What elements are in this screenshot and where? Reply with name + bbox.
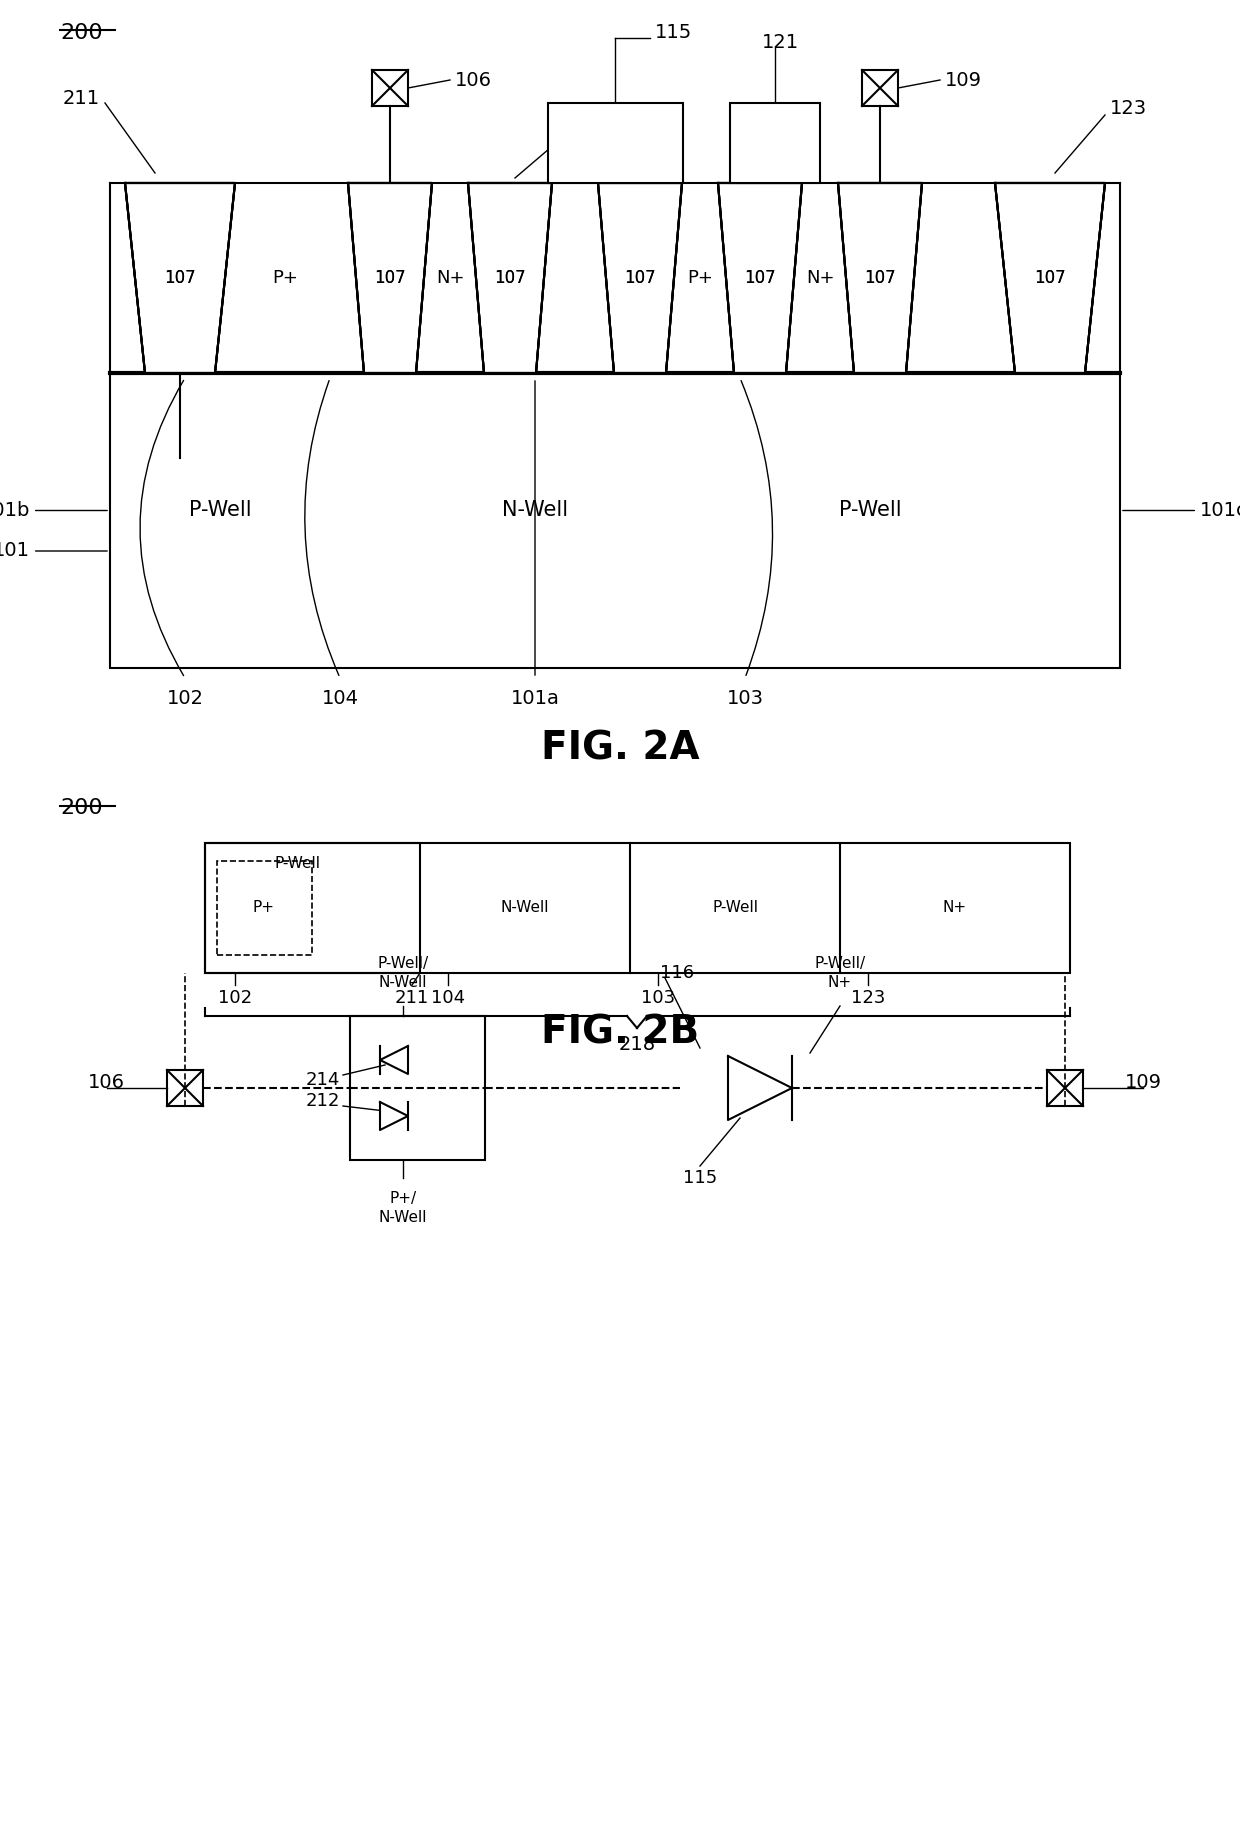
Text: 104: 104 [321, 689, 358, 708]
Bar [167, 1071, 203, 1106]
Text: 107: 107 [164, 269, 196, 288]
Polygon shape [598, 182, 682, 372]
Text: 121: 121 [761, 33, 799, 52]
Text: 102: 102 [218, 990, 252, 1006]
Bar [110, 182, 1120, 372]
Text: P+: P+ [272, 269, 298, 288]
Text: 107: 107 [1034, 269, 1066, 288]
Text: P-Well: P-Well [838, 501, 901, 520]
Polygon shape [994, 182, 1105, 372]
Bar [110, 372, 1120, 667]
Text: 107: 107 [624, 269, 656, 288]
Bar [205, 842, 420, 973]
Polygon shape [379, 1047, 408, 1074]
Bar [217, 861, 312, 955]
Text: N+: N+ [806, 269, 835, 288]
Text: 102: 102 [166, 689, 203, 708]
Text: 104: 104 [432, 990, 465, 1006]
Text: FIG. 2A: FIG. 2A [541, 730, 699, 767]
Bar [1047, 1071, 1083, 1106]
Text: P-Well: P-Well [188, 501, 252, 520]
Text: 214: 214 [305, 1071, 340, 1089]
Polygon shape [838, 182, 923, 372]
Text: 101c: 101c [1122, 501, 1240, 520]
Polygon shape [728, 1056, 792, 1121]
Bar [548, 103, 683, 182]
Text: 107: 107 [374, 269, 405, 288]
Polygon shape [838, 182, 923, 372]
Text: P-Well/
N-Well: P-Well/ N-Well [377, 957, 429, 990]
Text: N+: N+ [435, 269, 464, 288]
Text: 107: 107 [744, 269, 776, 288]
Text: 107: 107 [374, 269, 405, 288]
Text: 115: 115 [655, 24, 692, 42]
Text: FIG. 2B: FIG. 2B [541, 1014, 699, 1052]
Text: P-Well: P-Well [712, 901, 758, 916]
Text: 106: 106 [88, 1073, 125, 1093]
Bar [350, 1015, 485, 1159]
Text: P+: P+ [687, 269, 713, 288]
Text: 200: 200 [60, 22, 103, 42]
Text: P+/
N-Well: P+/ N-Well [378, 1191, 428, 1226]
Text: 211: 211 [394, 990, 429, 1006]
Text: 123: 123 [851, 990, 885, 1006]
Polygon shape [467, 182, 552, 372]
Bar [110, 182, 1120, 667]
Text: 107: 107 [744, 269, 776, 288]
Text: 107: 107 [495, 269, 526, 288]
Text: N-Well: N-Well [501, 901, 549, 916]
Text: 115: 115 [683, 1168, 717, 1187]
Text: 101b: 101b [0, 501, 107, 520]
Text: P-Well: P-Well [274, 855, 320, 870]
Text: 107: 107 [624, 269, 656, 288]
Text: 107: 107 [164, 269, 196, 288]
Text: 103: 103 [641, 990, 675, 1006]
Text: 109: 109 [945, 70, 982, 90]
Text: 109: 109 [1125, 1073, 1162, 1093]
Text: 107: 107 [864, 269, 895, 288]
Text: P+: P+ [253, 901, 275, 916]
Polygon shape [718, 182, 802, 372]
Text: 211: 211 [63, 88, 100, 107]
Bar [862, 70, 898, 107]
Text: 123: 123 [1110, 98, 1147, 118]
Polygon shape [125, 182, 236, 372]
Text: 101: 101 [0, 542, 107, 560]
Text: 101a: 101a [511, 689, 559, 708]
Text: 212: 212 [305, 1093, 340, 1109]
Text: 218: 218 [619, 1034, 656, 1054]
Polygon shape [348, 182, 432, 372]
Bar [730, 103, 820, 182]
Text: 116: 116 [660, 964, 694, 982]
Text: 107: 107 [1034, 269, 1066, 288]
Text: 113: 113 [575, 118, 613, 138]
Text: P-Well/
N+: P-Well/ N+ [815, 957, 866, 990]
Text: 107: 107 [864, 269, 895, 288]
Text: 200: 200 [60, 798, 103, 818]
Polygon shape [125, 182, 236, 372]
Text: N+: N+ [942, 901, 967, 916]
Polygon shape [379, 1102, 408, 1130]
Text: N-Well: N-Well [502, 501, 568, 520]
Polygon shape [718, 182, 802, 372]
Bar [372, 70, 408, 107]
Text: 107: 107 [495, 269, 526, 288]
Bar [205, 842, 1070, 973]
Text: 106: 106 [455, 70, 492, 90]
Polygon shape [994, 182, 1105, 372]
Polygon shape [467, 182, 552, 372]
Text: 103: 103 [727, 689, 764, 708]
Polygon shape [598, 182, 682, 372]
Polygon shape [348, 182, 432, 372]
